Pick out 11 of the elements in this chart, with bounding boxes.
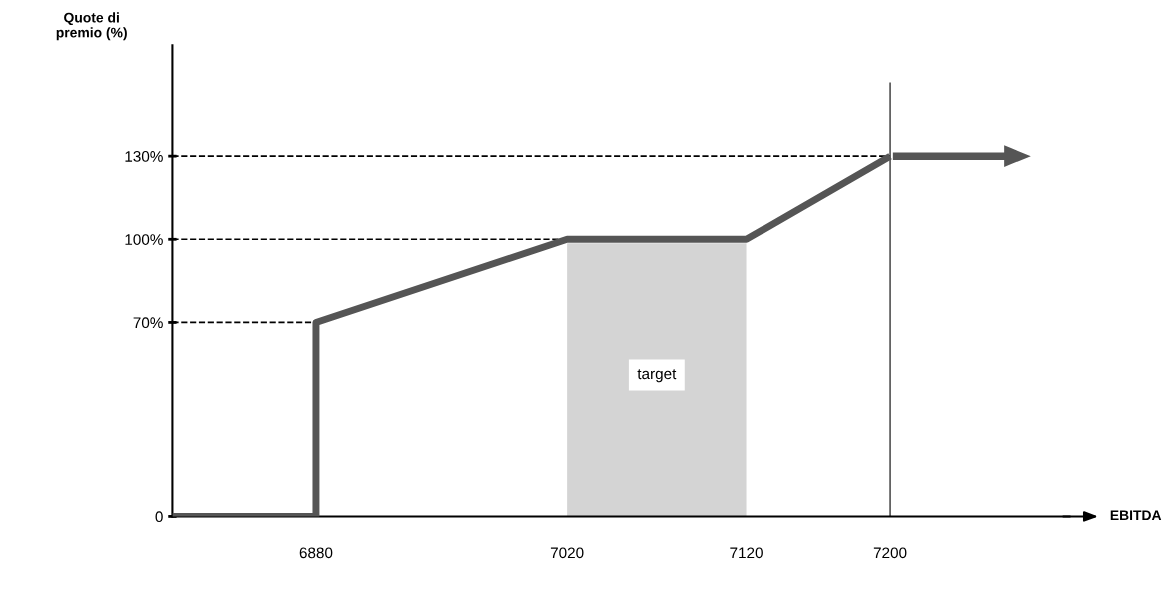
y-tick-label: 70% xyxy=(133,317,163,329)
band-label: target xyxy=(637,369,677,383)
y-tick-label: 100% xyxy=(125,234,163,245)
x-axis-title: EBITDA xyxy=(1110,510,1162,521)
x-tick-label: 7120 xyxy=(730,547,763,559)
x-tick-label: 7200 xyxy=(873,547,907,559)
x-tick-label: 6880 xyxy=(299,547,333,559)
y-axis-title: Quote di premio (%) xyxy=(56,12,127,41)
y-tick-label: 0 xyxy=(155,511,163,523)
x-tick-label: 7020 xyxy=(550,547,584,559)
y-tick-label: 130% xyxy=(125,151,163,162)
